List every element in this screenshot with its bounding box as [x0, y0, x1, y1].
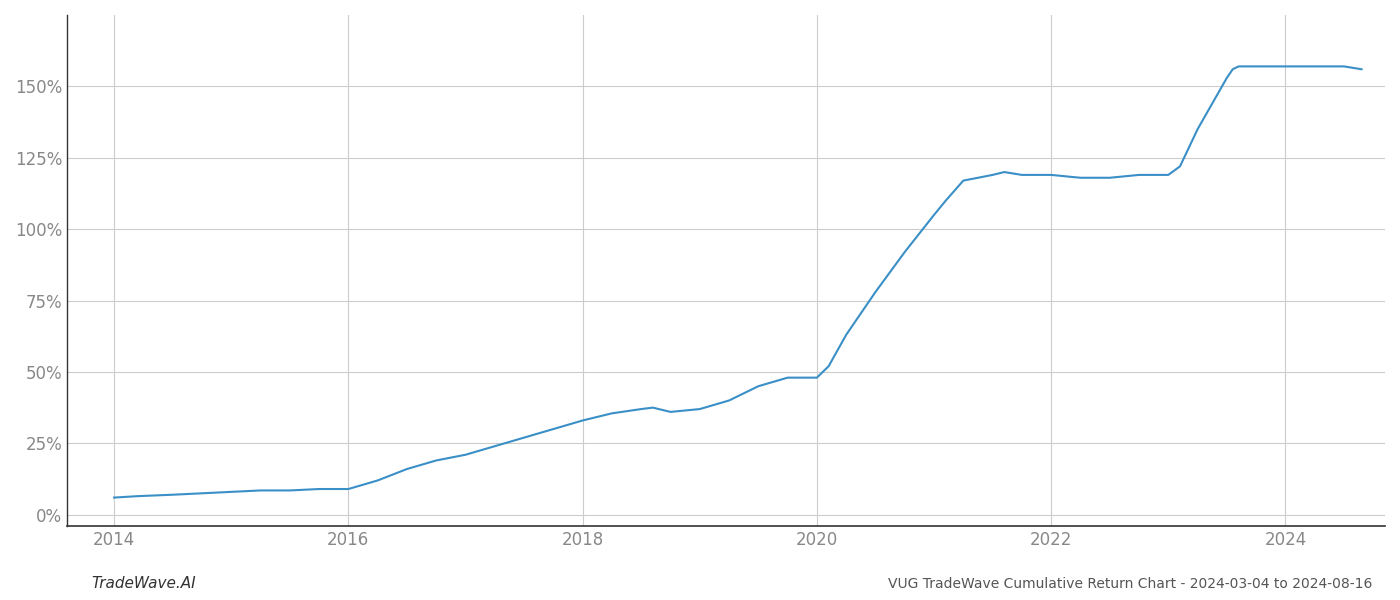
Text: VUG TradeWave Cumulative Return Chart - 2024-03-04 to 2024-08-16: VUG TradeWave Cumulative Return Chart - …	[888, 577, 1372, 591]
Text: TradeWave.AI: TradeWave.AI	[91, 576, 196, 591]
